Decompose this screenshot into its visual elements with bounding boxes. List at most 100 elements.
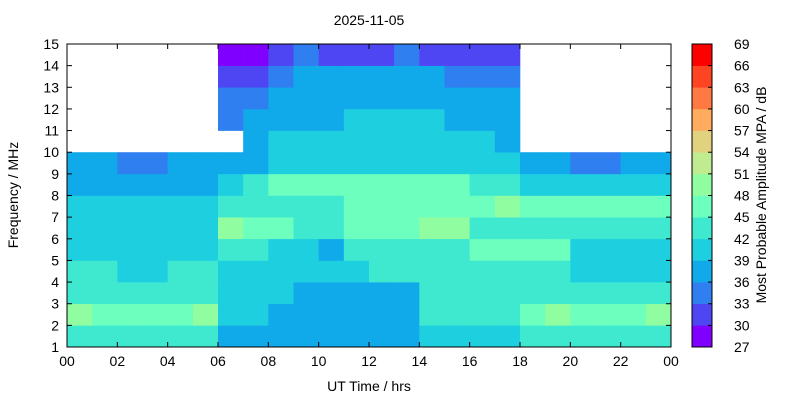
heatmap-cell bbox=[595, 195, 621, 218]
colorbar-tick-label: 66 bbox=[734, 58, 750, 74]
heatmap-cell bbox=[545, 325, 571, 348]
colorbar-swatch bbox=[692, 108, 712, 131]
heatmap-cell bbox=[268, 195, 294, 218]
x-tick-label: 12 bbox=[361, 353, 377, 369]
heatmap-cell bbox=[494, 87, 521, 110]
heatmap-cell bbox=[192, 173, 219, 196]
heatmap-cell bbox=[318, 325, 345, 348]
heatmap-cell bbox=[218, 238, 244, 261]
heatmap-cell bbox=[419, 130, 445, 153]
heatmap-cell bbox=[117, 325, 143, 348]
heatmap-cell bbox=[469, 217, 496, 240]
heatmap-cell bbox=[520, 238, 546, 261]
x-tick-label: 10 bbox=[311, 353, 327, 369]
heatmap-cell bbox=[469, 303, 496, 326]
heatmap-cell bbox=[192, 152, 219, 175]
colorbar-swatch bbox=[692, 238, 712, 261]
heatmap-cell bbox=[67, 282, 93, 305]
heatmap-cell bbox=[293, 325, 319, 348]
heatmap-cell bbox=[520, 217, 546, 240]
heatmap-cell bbox=[444, 260, 470, 283]
heatmap-cell bbox=[343, 65, 370, 88]
heatmap-cell bbox=[369, 195, 395, 218]
heatmap-cell bbox=[293, 303, 319, 326]
heatmap-cell bbox=[67, 325, 93, 348]
heatmap-cell bbox=[92, 152, 118, 175]
heatmap-cell bbox=[369, 303, 395, 326]
colorbar-tick-label: 57 bbox=[734, 123, 750, 139]
heatmap-cell bbox=[192, 195, 219, 218]
x-tick-label: 08 bbox=[261, 353, 277, 369]
heatmap-cell bbox=[243, 260, 269, 283]
heatmap-cell bbox=[394, 108, 420, 131]
x-tick-label: 02 bbox=[110, 353, 126, 369]
heatmap-cell bbox=[545, 173, 571, 196]
colorbar-swatch bbox=[692, 303, 712, 326]
heatmap-cell bbox=[595, 303, 621, 326]
heatmap-cell bbox=[419, 108, 445, 131]
heatmap-cell bbox=[343, 260, 370, 283]
x-tick-label: 18 bbox=[512, 353, 528, 369]
x-tick-label: 00 bbox=[59, 353, 75, 369]
colorbar-swatch bbox=[692, 260, 712, 283]
colorbar-swatch bbox=[692, 87, 712, 110]
heatmap-cell bbox=[92, 238, 118, 261]
heatmap-cell bbox=[369, 260, 395, 283]
colorbar-tick-label: 69 bbox=[734, 36, 750, 52]
heatmap-cell bbox=[117, 282, 143, 305]
heatmap-cell bbox=[419, 87, 445, 110]
heatmap-cell bbox=[318, 238, 345, 261]
heatmap-cell bbox=[142, 282, 168, 305]
heatmap-cell bbox=[419, 195, 445, 218]
heatmap-cell bbox=[343, 173, 370, 196]
y-tick-label: 8 bbox=[51, 188, 59, 204]
heatmap-cell bbox=[92, 260, 118, 283]
y-tick-label: 1 bbox=[51, 339, 59, 355]
heatmap-cell bbox=[293, 152, 319, 175]
heatmap-cell bbox=[343, 325, 370, 348]
heatmap-cell bbox=[142, 195, 168, 218]
heatmap-cell bbox=[343, 303, 370, 326]
heatmap-cell bbox=[394, 195, 420, 218]
heatmap-cell bbox=[394, 87, 420, 110]
x-tick-label: 20 bbox=[563, 353, 579, 369]
heatmap-cell bbox=[419, 173, 445, 196]
heatmap-cell bbox=[469, 130, 496, 153]
heatmap-cell bbox=[394, 173, 420, 196]
heatmap-cell bbox=[645, 303, 672, 326]
heatmap-cell bbox=[394, 130, 420, 153]
heatmap-cell bbox=[92, 217, 118, 240]
colorbar-swatch bbox=[692, 282, 712, 305]
heatmap-cell bbox=[570, 195, 596, 218]
y-tick-label: 2 bbox=[51, 317, 59, 333]
heatmap-cell bbox=[469, 325, 496, 348]
heatmap-cell bbox=[318, 195, 345, 218]
heatmap-cell bbox=[419, 260, 445, 283]
heatmap-cell bbox=[293, 238, 319, 261]
heatmap-cell bbox=[620, 282, 647, 305]
heatmap-cell bbox=[117, 195, 143, 218]
heatmap-cell bbox=[520, 325, 546, 348]
heatmap-cell bbox=[419, 238, 445, 261]
colorbar-label: Most Probable Amplitude MPA / dB bbox=[753, 87, 769, 304]
heatmap-cell bbox=[444, 65, 470, 88]
heatmap-cell bbox=[218, 173, 244, 196]
heatmap-cell bbox=[545, 282, 571, 305]
heatmap-cell bbox=[444, 195, 470, 218]
heatmap-cell bbox=[394, 44, 420, 66]
colorbar-tick-label: 42 bbox=[734, 231, 750, 247]
y-tick-label: 11 bbox=[44, 123, 59, 139]
colorbar-tick-label: 27 bbox=[734, 339, 750, 355]
heatmap-cell bbox=[293, 173, 319, 196]
heatmap-cell bbox=[167, 325, 194, 348]
heatmap-cell bbox=[494, 152, 521, 175]
heatmap-cell bbox=[92, 325, 118, 348]
heatmap-cell bbox=[293, 260, 319, 283]
heatmap-cell bbox=[645, 195, 672, 218]
heatmap-cell bbox=[167, 152, 194, 175]
heatmap-cell bbox=[142, 303, 168, 326]
heatmap-cell bbox=[343, 282, 370, 305]
heatmap-cell bbox=[394, 282, 420, 305]
heatmap-cell bbox=[394, 238, 420, 261]
heatmap-cell bbox=[318, 152, 345, 175]
